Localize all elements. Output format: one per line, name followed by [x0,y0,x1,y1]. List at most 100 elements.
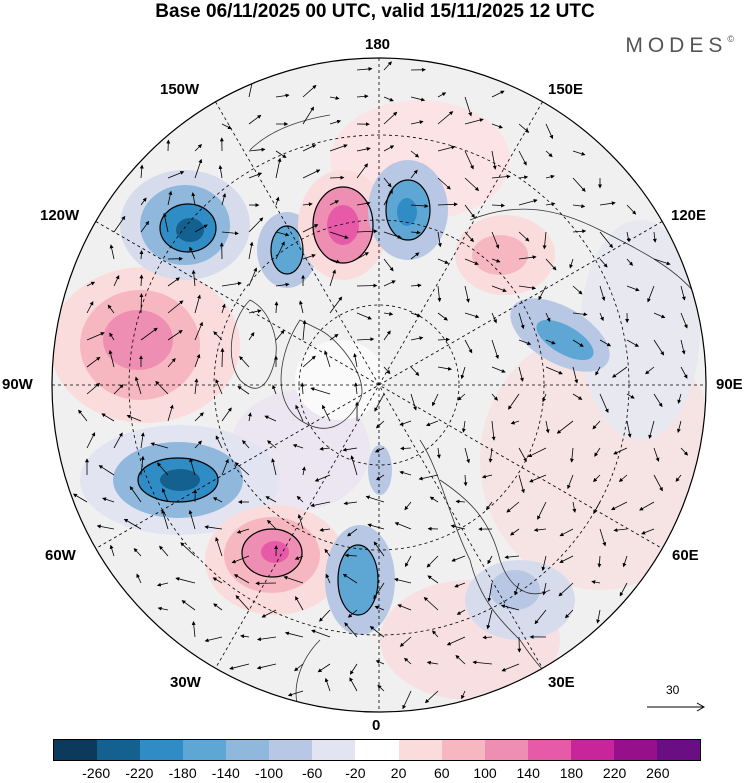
wind-vector [267,519,277,530]
wind-vector [455,499,466,504]
wind-vector [302,355,316,368]
colorbar-tick-label: -140 [211,765,240,781]
wind-vector [275,150,287,159]
wind-vector [491,393,498,401]
wind-vector [329,96,340,100]
wind-vector [491,366,506,373]
wind-vector [424,690,439,704]
wind-vector [107,304,115,314]
wind-vector [619,582,628,597]
wind-vector [275,93,290,98]
wind-vector [194,224,208,233]
wind-vector [113,384,124,395]
wind-vector [564,609,574,619]
wind-vector [221,193,227,206]
wind-vector [383,61,392,71]
colorbar-swatch [398,740,442,760]
wind-vector [545,174,555,179]
wind-vector [404,501,412,511]
wind-vector [653,474,663,492]
wind-vector [236,528,250,534]
colorbar-swatch [441,740,485,760]
wind-vector [140,197,147,206]
wind-vector [518,339,532,346]
wind-vector [647,285,655,303]
wind-vector [410,150,420,158]
wind-vector [274,301,279,314]
wind-vector [518,312,525,330]
colorbar-tick-label: 60 [434,765,450,781]
wind-vector [383,231,402,239]
wind-vector [167,357,176,368]
wind-vector [350,455,358,476]
wind-vector [456,609,466,615]
wind-vector [191,192,196,206]
wind-vector [394,577,412,584]
wind-vector [134,376,142,395]
wind-vector [354,382,359,395]
wind-vector [518,285,537,290]
modes-logo: MODES© [625,34,734,58]
colorbar-tick-label: 100 [473,765,497,781]
wind-vector [487,555,493,565]
wind-vector [109,544,115,557]
wind-vector [613,528,628,533]
wind-vector [464,258,479,265]
colorbar-tick-label: 260 [646,765,670,781]
map-boundary [51,57,707,713]
wind-vector [410,393,417,411]
wind-vector [680,366,688,379]
colorbar-tick-label: -180 [168,765,197,781]
wind-vector [155,380,169,395]
wind-vector [139,164,144,179]
wind-vector [296,495,304,503]
wind-vector [437,285,442,303]
wind-vector [545,366,563,375]
wind-vector [324,548,331,557]
wind-vector [329,175,345,180]
wind-vector [383,96,394,102]
wind-vector [294,663,304,672]
colorbar-tick-label: -20 [345,765,366,781]
anomaly-field [52,58,706,712]
lon-label-120w: 120W [40,207,80,224]
wind-vector [167,330,183,341]
colorbar-swatch [97,740,141,760]
lon-label-180: 180 [365,36,391,53]
wind-vector [487,582,493,602]
wind-vector [302,169,321,179]
wind-vector [240,634,250,639]
wind-vector [518,447,527,462]
wind-vector [383,189,393,206]
wind-vector [271,458,277,476]
colorbar-tick-label: 20 [390,765,407,781]
wind-vector [423,596,439,611]
wind-vector [302,84,317,98]
wind-vector [545,312,551,323]
wind-vector [537,501,547,520]
wind-vector [215,537,223,557]
graticule [52,58,706,712]
wind-vector [356,252,369,260]
wind-vector [248,172,263,179]
copyright-mark: © [727,34,734,44]
wind-vector [514,582,520,596]
wind-vector [402,690,412,710]
wind-vector [545,123,554,140]
wind-vector [248,332,255,341]
colorbar-swatch [312,740,356,760]
wind-vector [275,157,282,179]
wind-vector [275,282,290,287]
wind-vector [464,447,471,464]
wind-vector [405,555,412,568]
wind-vector [167,190,173,206]
map-title: Base 06/11/2025 00 UTC, valid 15/11/2025… [155,1,595,22]
wind-vector [622,555,628,568]
wind-vector [432,393,439,407]
wind-vector [432,630,439,638]
wind-vector [194,353,201,368]
wind-vector [427,575,439,584]
wind-vector [98,465,115,476]
wind-vector [594,447,601,457]
